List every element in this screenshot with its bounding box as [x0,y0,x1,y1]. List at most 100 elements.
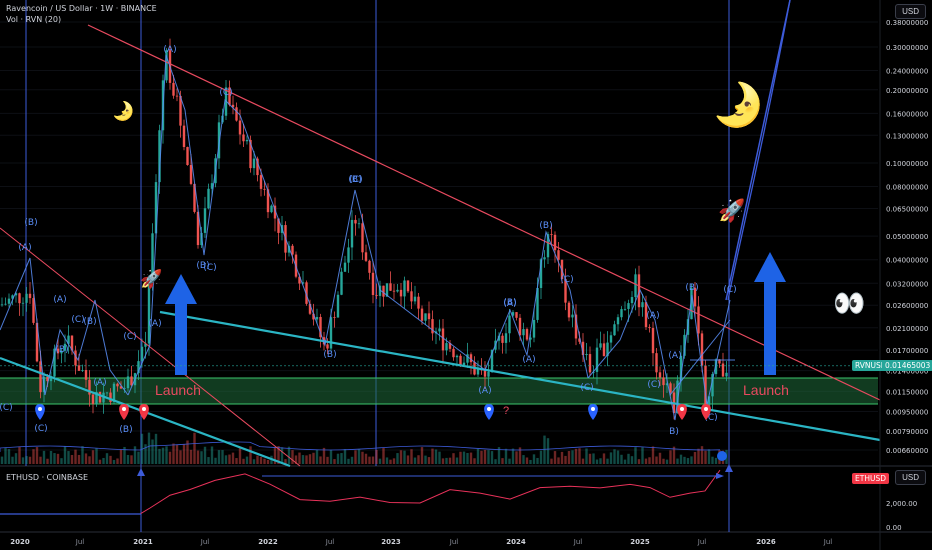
x-tick-label: 2021 [133,538,153,546]
volume-bar [14,453,18,464]
volume-bar [452,453,455,464]
candle-body [630,297,634,304]
volume-bar [221,450,224,464]
candle-body [658,372,662,378]
volume-bar [606,458,609,464]
candle-body [347,247,350,263]
candle-body [532,319,536,338]
volume-bar [63,446,67,464]
x-tick-label: Jul [823,538,833,546]
volume-bar [18,446,21,464]
y-tick-label: 0.08000000 [886,184,928,192]
volume-bar [434,449,438,464]
volume-bar [532,454,536,464]
candle-body [165,50,168,81]
candle-body [95,391,98,404]
volume-bar [396,453,399,464]
volume-bar [39,456,42,464]
volume-bar [242,458,245,464]
volume-bar [550,458,553,464]
sub-currency-button[interactable]: USD [895,470,926,485]
volume-bar [627,453,630,464]
volume-bar [56,453,60,464]
volume-bar [343,448,347,464]
volume-bar [490,451,494,464]
candle-body [623,308,627,310]
launch-arrow-right [754,252,786,375]
wave-label: (A) [668,351,681,361]
candle-body [273,205,277,219]
volume-bar [186,440,189,464]
volume-bar [371,456,375,464]
candle-body [210,183,214,189]
volume-bar [466,452,469,464]
volume-bar [455,457,459,464]
rocket-emoji-left: 🚀 [140,269,163,289]
volume-bar [32,449,35,464]
candle-body [130,376,133,386]
candle-body [315,316,319,320]
currency-button[interactable]: USD [895,4,926,19]
candle-body [186,147,189,165]
time-axis[interactable]: 2020 Jul 2021 Jul 2022 Jul 2023 Jul 2024 Jul 2025 J… [10,538,832,546]
volume-bar [189,449,193,464]
volume-bar [441,458,445,464]
volume-bar [469,452,473,464]
x-tick-label: 2024 [506,538,526,546]
candle-body [497,335,501,341]
candle-body [4,303,7,305]
volume-bar [704,450,707,464]
candle-body [469,354,473,363]
candle-body [676,380,679,413]
candle-body [539,259,543,288]
volume-bar [630,456,634,464]
y-tick-label: 0.02100000 [886,325,928,333]
wave-label: (C) [349,175,362,185]
volume-bar [581,458,585,464]
volume-bar [557,457,560,464]
volume-bar [308,454,312,464]
candle-body [413,296,417,302]
candle-body [396,289,399,292]
launch-label: Launch [743,382,789,398]
volume-bar [459,451,462,464]
candle-body [529,337,532,340]
candle-body [228,87,231,105]
sub-arrow-up [137,468,145,476]
volume-bar [424,455,427,464]
candle-layer [0,38,728,420]
candle-body [627,303,630,309]
major-resistance-line [87,24,881,401]
y-tick-label: 0.00660000 [886,447,928,455]
red-pin [677,404,687,420]
volume-layer [0,432,728,464]
wave-label-layer: (A)(B)(C)(B)(B)(C)(A)(A)(C)(B)(C)(B)(C)(… [0,45,737,437]
volume-bar [392,458,396,464]
candle-body [634,274,637,298]
wave-label: (A) [148,319,161,329]
volume-bar [672,446,676,464]
candle-body [81,370,84,371]
price-axis[interactable]: 0.38000000 0.30000000 0.24000000 0.20000000… [879,0,928,550]
wave-label: (A) [163,45,176,55]
wave-label: (C) [203,263,216,273]
y-tick-label: 0.01700000 [886,347,928,355]
sub-y-tick: 0.00 [886,524,902,532]
volume-bar [319,456,322,464]
volume-bar [679,454,683,464]
volume-bar [252,459,256,464]
candle-body [84,370,88,380]
volume-bar [427,457,431,464]
volume-bar [385,457,389,464]
volume-bar [522,455,525,464]
volume-indicator-label[interactable]: Vol · RVN (20) [6,15,62,24]
candle-body [238,120,242,135]
candle-body [70,335,74,351]
x-tick-label: Jul [200,538,210,546]
volume-bar [81,446,84,464]
candle-body [438,328,441,332]
sub-arrow-up-right [725,464,733,472]
volume-bar [350,456,354,464]
candle-body [7,298,11,304]
